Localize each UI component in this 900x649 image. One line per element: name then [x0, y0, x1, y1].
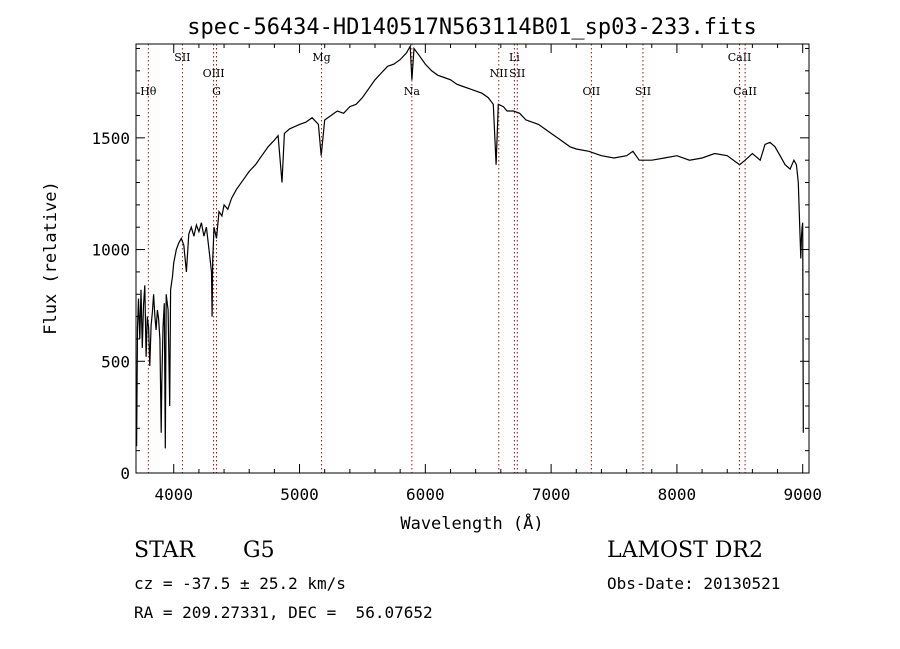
y-tick-label: 500 — [101, 352, 130, 371]
spectral-line-label: Na — [404, 85, 421, 98]
object-class: STAR — [134, 538, 195, 563]
y-tick-label: 1500 — [91, 129, 130, 148]
spectral-line-label: CaII — [733, 85, 757, 98]
x-tick-label: 8000 — [658, 485, 697, 504]
spectral-line-label: Li — [509, 51, 520, 64]
spectrum-line — [136, 44, 804, 449]
coordinates: RA = 209.27331, DEC = 56.07652 — [134, 603, 433, 622]
spectral-line-label: CaII — [728, 51, 752, 64]
spectral-line-label: OIII — [203, 67, 225, 80]
y-tick-label: 0 — [120, 464, 130, 483]
spectral-line-label: G — [212, 85, 221, 98]
spectral-line-label: OII — [583, 85, 601, 98]
spectral-line-label: NII — [490, 67, 508, 80]
survey-name: LAMOST DR2 — [607, 538, 763, 563]
obs-date: Obs-Date: 20130521 — [607, 574, 781, 593]
x-tick-label: 5000 — [280, 485, 319, 504]
x-tick-label: 7000 — [532, 485, 571, 504]
x-tick-label: 9000 — [783, 485, 822, 504]
x-tick-label: 6000 — [406, 485, 445, 504]
y-tick-label: 1000 — [91, 241, 130, 260]
x-axis-label: Wavelength (Å) — [400, 512, 543, 534]
x-tick-label: 4000 — [154, 485, 193, 504]
chart-title: spec-56434-HD140517N563114B01_sp03-233.f… — [187, 15, 757, 40]
subclass: G5 — [243, 538, 275, 563]
spectral-line-label: SII — [509, 67, 525, 80]
spectral-line-label: Hθ — [140, 85, 157, 98]
redshift-readout: cz = -37.5 ± 25.2 km/s — [134, 574, 346, 593]
y-axis-label: Flux (relative) — [41, 181, 61, 335]
plot-frame — [135, 43, 810, 474]
spectral-line-label: SII — [174, 51, 190, 64]
spectral-line-label: Mg — [312, 51, 330, 64]
spectral-line-label: SII — [635, 85, 651, 98]
x-axis-ticks: 4000 5000 6000 7000 8000 9000 — [154, 44, 822, 504]
y-axis-ticks: 0 500 1000 1500 — [91, 47, 809, 483]
